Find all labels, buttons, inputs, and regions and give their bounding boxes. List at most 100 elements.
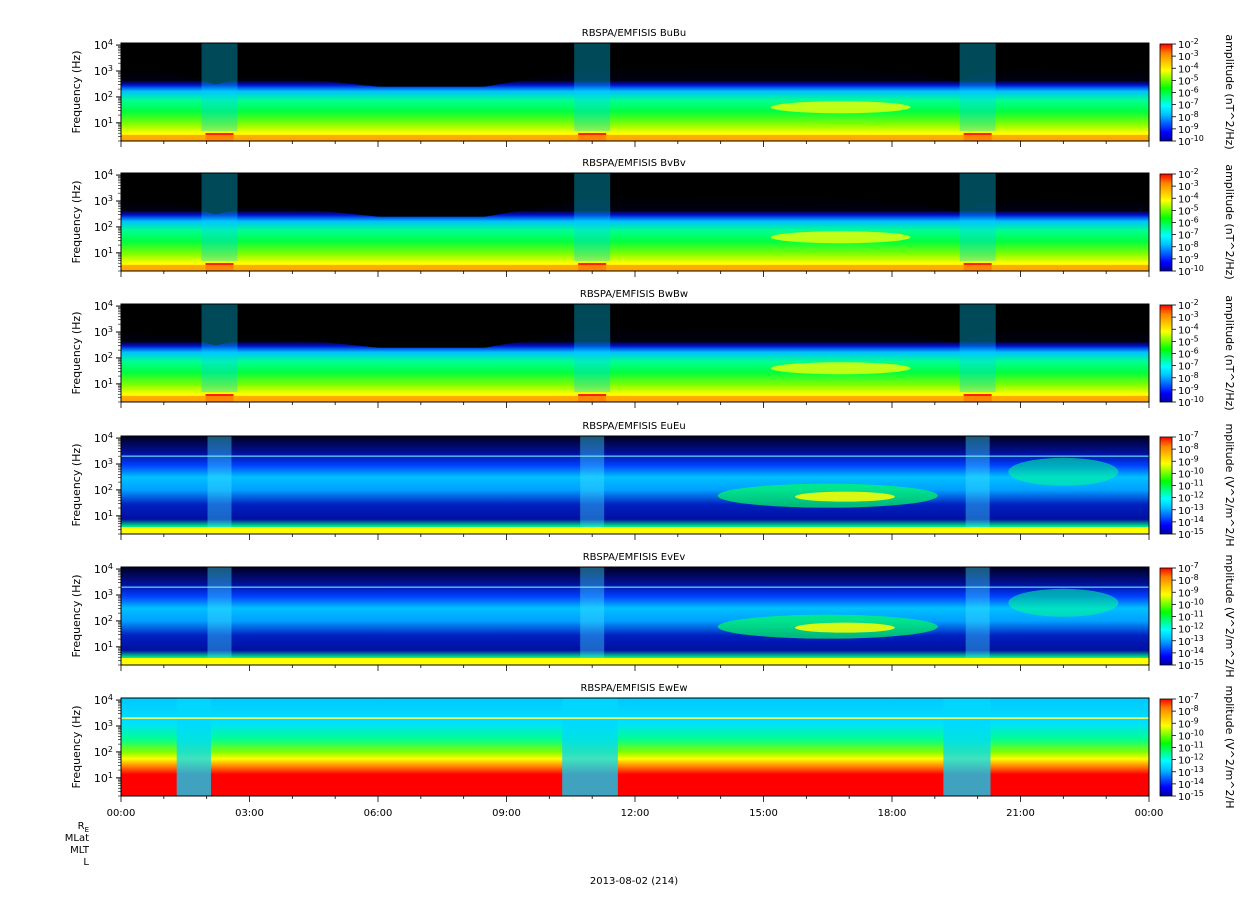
spectrogram-image (121, 304, 1149, 402)
gap-region (562, 698, 618, 796)
colorbar (1159, 698, 1173, 797)
colorbar-tick-label: 10-8 (1178, 371, 1199, 385)
colorbar-tick-label: 10-10 (1178, 466, 1204, 480)
panel-2: RBSPA/EMFISIS BvBv 101 102 103 104 Frequency … (70, 158, 1236, 280)
colorbar-tick-label: 10-12 (1178, 753, 1204, 767)
y-tick-label: 101 (94, 640, 113, 654)
panel-title: RBSPA/EMFISIS BvBv (582, 158, 686, 169)
colorbar-tick-label: 10-7 (1178, 228, 1199, 242)
colorbar-tick-label: 10-15 (1178, 789, 1204, 803)
ephemeris-label: L (83, 857, 89, 868)
colorbar-tick-label: 10-5 (1178, 73, 1199, 87)
colorbar-tick-label: 10-14 (1178, 777, 1204, 791)
spectrogram-image (121, 567, 1149, 665)
colorbar-tick-label: 10-10 (1178, 395, 1204, 409)
panel-6: RBSPA/EMFISIS EwEw 101 102 103 104 Frequency … (70, 683, 1236, 819)
colorbar-tick-label: 10-6 (1178, 347, 1199, 361)
y-tick-label: 102 (94, 351, 113, 365)
emission-region (1008, 457, 1119, 486)
colorbar-tick-label: 10-7 (1178, 359, 1199, 373)
x-tick-label: 03:00 (235, 808, 264, 819)
power-region (121, 324, 1149, 402)
colorbar-tick-label: 10-8 (1178, 442, 1199, 456)
colorbar-tick-label: 10-11 (1178, 479, 1204, 493)
burst-region (574, 43, 611, 131)
colorbar-tick-label: 10-3 (1178, 310, 1199, 324)
power-region (121, 698, 1149, 796)
colorbar-tick-label: 10-4 (1178, 61, 1199, 75)
colorbar-tick-label: 10-7 (1178, 692, 1199, 706)
colorbar-tick-label: 10-10 (1178, 597, 1204, 611)
x-tick-label: 00:00 (1135, 808, 1164, 819)
colorbar (1159, 304, 1173, 403)
y-tick-label: 104 (94, 431, 113, 445)
spectrogram-image (121, 173, 1149, 271)
low-freq-strip (121, 658, 1149, 665)
spectrogram-image (121, 698, 1149, 796)
colorbar-tick-label: 10-8 (1178, 110, 1199, 124)
panel-title: RBSPA/EMFISIS EwEw (580, 683, 687, 694)
ephemeris-label: MLat (65, 833, 89, 844)
y-tick-label: 103 (94, 325, 113, 339)
colorbar (1159, 43, 1173, 142)
y-tick-label: 102 (94, 614, 113, 628)
colorbar-tick-label: 10-2 (1178, 37, 1199, 51)
low-freq-strip (121, 135, 1149, 141)
colorbar-tick-label: 10-8 (1178, 573, 1199, 587)
colorbar-tick-label: 10-10 (1178, 134, 1204, 148)
y-axis-label: Frequency (Hz) (70, 181, 83, 264)
y-tick-label: 103 (94, 194, 113, 208)
x-tick-label: 21:00 (1006, 808, 1035, 819)
colorbar-tick-label: 10-7 (1178, 430, 1199, 444)
y-tick-label: 102 (94, 220, 113, 234)
hiss-band (770, 231, 911, 244)
y-tick-label: 104 (94, 38, 113, 52)
hiss-band-core (794, 622, 895, 633)
y-tick-label: 101 (94, 377, 113, 391)
colorbar-tick-label: 10-14 (1178, 646, 1204, 660)
y-tick-label: 101 (94, 246, 113, 260)
x-tick-label: 00:00 (107, 808, 136, 819)
y-tick-label: 104 (94, 562, 113, 576)
colorbar-tick-label: 10-9 (1178, 716, 1199, 730)
x-tick-label: 15:00 (749, 808, 778, 819)
burst-region (201, 304, 238, 392)
y-tick-label: 101 (94, 509, 113, 523)
panel-title: RBSPA/EMFISIS BuBu (582, 28, 686, 39)
colorbar-tick-label: 10-6 (1178, 86, 1199, 100)
y-tick-label: 102 (94, 745, 113, 759)
y-tick-label: 101 (94, 116, 113, 130)
colorbar-tick-label: 10-12 (1178, 491, 1204, 505)
date-label: 2013-08-02 (214) (590, 876, 678, 887)
colorbar-tick-label: 10-3 (1178, 179, 1199, 193)
y-axis-label: Frequency (Hz) (70, 312, 83, 395)
colorbar-tick-label: 10-9 (1178, 252, 1199, 266)
y-tick-label: 101 (94, 771, 113, 785)
y-tick-label: 104 (94, 168, 113, 182)
colorbar-label: mplitude (V^2/m^2/H (1223, 686, 1236, 809)
y-tick-label: 102 (94, 483, 113, 497)
y-axis-label: Frequency (Hz) (70, 575, 83, 658)
spectrogram-image (121, 436, 1149, 534)
colorbar-tick-label: 10-9 (1178, 454, 1199, 468)
colorbar-tick-label: 10-7 (1178, 98, 1199, 112)
low-freq-strip (121, 527, 1149, 534)
y-tick-label: 102 (94, 90, 113, 104)
colorbar-tick-label: 10-15 (1178, 658, 1204, 672)
panel-title: RBSPA/EMFISIS EuEu (582, 421, 685, 432)
emission-region (1008, 588, 1119, 617)
colorbar-tick-label: 10-9 (1178, 383, 1199, 397)
burst-region (965, 567, 990, 665)
colorbar-tick-label: 10-12 (1178, 622, 1204, 636)
colorbar-label: mplitude (V^2/m^2/H (1223, 424, 1236, 547)
colorbar-tick-label: 10-11 (1178, 610, 1204, 624)
burst-region (959, 304, 996, 392)
colorbar-tick-label: 10-9 (1178, 585, 1199, 599)
burst-region (207, 567, 232, 665)
colorbar-tick-label: 10-8 (1178, 240, 1199, 254)
y-tick-label: 103 (94, 588, 113, 602)
low-freq-strip (121, 265, 1149, 271)
burst-region (201, 43, 238, 131)
hiss-band (770, 362, 911, 375)
colorbar-tick-label: 10-14 (1178, 515, 1204, 529)
